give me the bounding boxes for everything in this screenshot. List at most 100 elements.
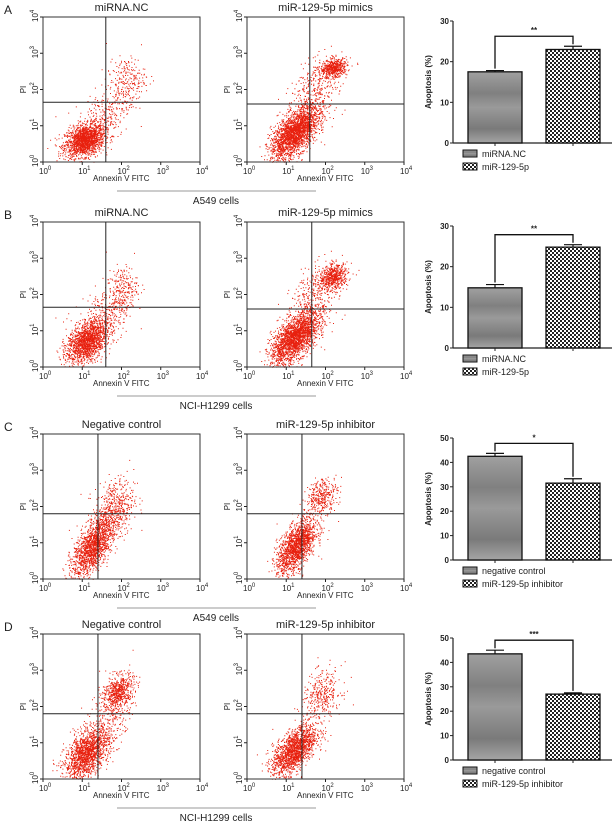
y-tick-label: 100 <box>234 771 244 784</box>
tick-base: 10 <box>31 85 40 94</box>
tick-base: 10 <box>31 630 40 639</box>
panel-label: D <box>4 620 13 634</box>
bar-treatment <box>545 693 601 761</box>
significance-bracket <box>494 442 574 477</box>
x-tick-label: 100 <box>243 583 256 593</box>
tick-base: 10 <box>157 584 166 593</box>
flow-plot-title: miR-129-5p mimics <box>278 2 373 14</box>
y-tick-label: 20 <box>440 707 449 716</box>
tick-exponent: 2 <box>30 287 36 291</box>
flow-dots <box>62 459 143 580</box>
cell-line-label: NCI-H1299 cells <box>180 813 253 824</box>
tick-exponent: 0 <box>30 154 36 158</box>
tick-exponent: 4 <box>409 166 413 172</box>
bar-treatment <box>545 482 601 561</box>
x-tick-label: 100 <box>39 783 52 793</box>
y-axis-label: Apoptosis (%) <box>424 55 433 109</box>
y-tick-label: 103 <box>234 250 244 263</box>
y-tick-label: 102 <box>234 287 244 300</box>
x-tick-label: 101 <box>78 783 91 793</box>
tick-base: 10 <box>31 290 40 299</box>
significance-marker: *** <box>529 630 539 639</box>
significance-marker: ** <box>531 225 538 234</box>
x-tick-label: 102 <box>322 166 335 176</box>
x-tick-label: 103 <box>157 166 170 176</box>
y-tick-label: 10 <box>440 98 449 107</box>
flow-plot: Negative control100100101101102102103103… <box>19 419 209 600</box>
y-axis-label: PI <box>223 291 232 299</box>
tick-base: 10 <box>282 784 291 793</box>
tick-exponent: 1 <box>30 535 36 539</box>
tick-exponent: 2 <box>30 699 36 703</box>
legend-swatch <box>462 766 478 775</box>
x-tick-label: 100 <box>243 783 256 793</box>
tick-base: 10 <box>235 666 244 675</box>
tick-exponent: 3 <box>166 583 170 589</box>
tick-exponent: 2 <box>234 499 240 503</box>
tick-exponent: 0 <box>252 166 256 172</box>
y-tick-label: 100 <box>30 154 40 167</box>
tick-exponent: 1 <box>30 323 36 327</box>
tick-base: 10 <box>282 584 291 593</box>
legend-swatch <box>462 367 478 376</box>
y-tick-label: 102 <box>234 499 244 512</box>
tick-base: 10 <box>400 372 409 381</box>
y-tick-label: 103 <box>234 462 244 475</box>
tick-exponent: 3 <box>370 583 374 589</box>
y-tick-label: 101 <box>234 735 244 748</box>
flow-plot-title: miRNA.NC <box>95 2 149 14</box>
tick-base: 10 <box>157 372 166 381</box>
panel-d: D Negative control10010010110110210210310… <box>4 619 612 824</box>
tick-exponent: 3 <box>30 462 36 466</box>
tick-base: 10 <box>235 326 244 335</box>
x-tick-label: 104 <box>400 583 413 593</box>
tick-exponent: 3 <box>370 371 374 377</box>
x-axis-label: Annexin V FITC <box>297 174 354 183</box>
tick-base: 10 <box>196 372 205 381</box>
y-tick-label: 0 <box>445 344 450 353</box>
y-axis-label: PI <box>19 291 28 299</box>
tick-exponent: 4 <box>205 583 209 589</box>
y-tick-label: 103 <box>234 45 244 58</box>
tick-base: 10 <box>235 290 244 299</box>
tick-exponent: 2 <box>126 166 130 172</box>
tick-base: 10 <box>361 784 370 793</box>
legend-swatch <box>462 579 478 588</box>
tick-base: 10 <box>322 372 331 381</box>
y-tick-label: 104 <box>30 9 40 22</box>
tick-base: 10 <box>118 784 127 793</box>
tick-base: 10 <box>235 630 244 639</box>
x-tick-label: 104 <box>400 783 413 793</box>
tick-base: 10 <box>235 363 244 372</box>
y-tick-label: 102 <box>30 699 40 712</box>
tick-base: 10 <box>39 584 48 593</box>
tick-base: 10 <box>235 775 244 784</box>
y-tick-label: 101 <box>30 735 40 748</box>
tick-base: 10 <box>39 372 48 381</box>
x-tick-label: 104 <box>400 371 413 381</box>
tick-base: 10 <box>282 167 291 176</box>
flow-plot-title: miR-129-5p inhibitor <box>276 419 375 431</box>
tick-base: 10 <box>235 538 244 547</box>
x-tick-label: 102 <box>118 783 131 793</box>
x-tick-label: 104 <box>196 371 209 381</box>
tick-exponent: 3 <box>370 783 374 789</box>
tick-exponent: 0 <box>234 771 240 775</box>
y-tick-label: 103 <box>234 662 244 675</box>
y-tick-label: 101 <box>234 118 244 131</box>
y-tick-label: 40 <box>440 658 449 667</box>
tick-base: 10 <box>361 584 370 593</box>
x-tick-label: 101 <box>78 371 91 381</box>
x-tick-label: 104 <box>196 783 209 793</box>
tick-base: 10 <box>235 738 244 747</box>
y-tick-label: 101 <box>30 323 40 336</box>
tick-base: 10 <box>235 121 244 130</box>
tick-exponent: 1 <box>87 166 91 172</box>
tick-base: 10 <box>78 372 87 381</box>
tick-base: 10 <box>118 372 127 381</box>
tick-base: 10 <box>118 167 127 176</box>
y-tick-label: 30 <box>440 483 449 492</box>
y-tick-label: 103 <box>30 45 40 58</box>
x-axis-label: Annexin V FITC <box>93 591 150 600</box>
tick-exponent: 0 <box>234 154 240 158</box>
